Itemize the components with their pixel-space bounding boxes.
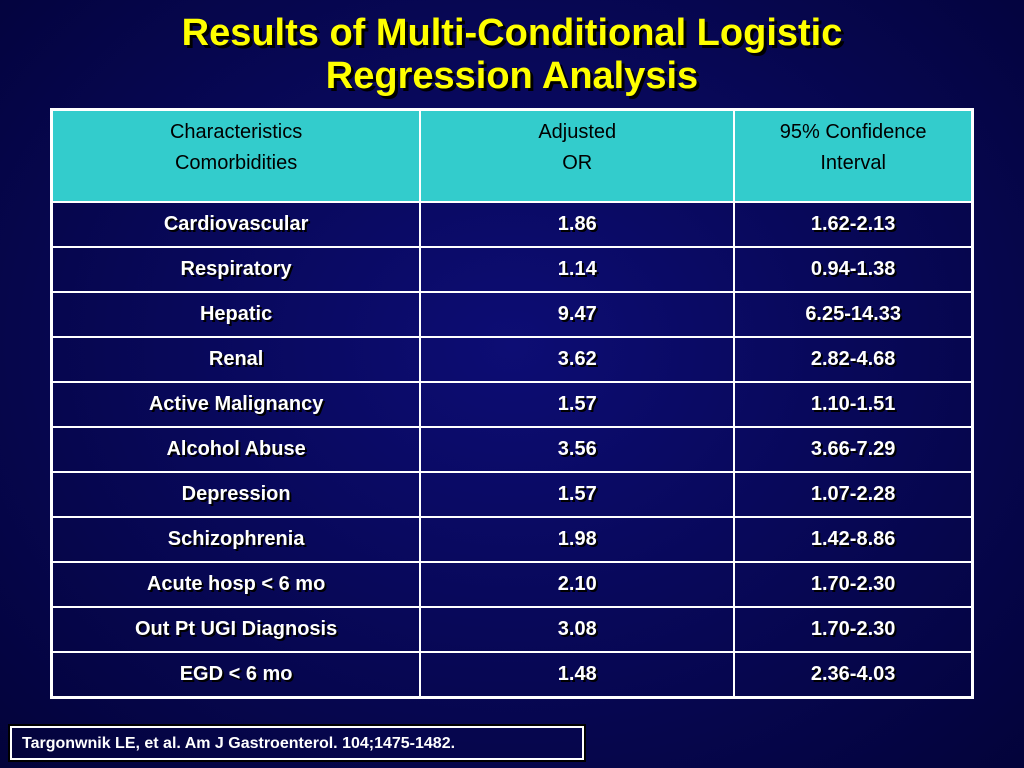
header-confidence-interval-line-1: 95% Confidence [779,121,927,143]
table-body: Cardiovascular 1.86 1.62-2.13 Respirator… [50,201,974,699]
cell-adjusted-or: 1.14 [419,246,736,293]
table-row: Depression 1.57 1.07-2.28 [50,471,974,518]
cell-confidence-interval: 2.36-4.03 [733,651,974,699]
cell-adjusted-or: 1.98 [419,516,736,563]
cell-characteristic: Alcohol Abuse [50,426,422,473]
cell-characteristic: Hepatic [50,291,422,338]
cell-confidence-interval: 1.10-1.51 [733,381,974,428]
cell-adjusted-or: 3.62 [419,336,736,383]
cell-adjusted-or: 2.10 [419,561,736,608]
cell-adjusted-or: 1.57 [419,471,736,518]
cell-confidence-interval: 1.70-2.30 [733,606,974,653]
header-characteristics-line-2: Comorbidities [174,152,298,174]
header-adjusted-or-line-2: OR [562,152,593,174]
table-header: Characteristics Comorbidities Adjusted O… [50,108,974,203]
table-row: Renal 3.62 2.82-4.68 [50,336,974,383]
cell-adjusted-or: 9.47 [419,291,736,338]
slide-title-line-1: Results of Multi-Conditional Logistic [181,12,843,54]
slide-title: Results of Multi-Conditional Logistic Re… [0,12,1024,98]
table-row: Acute hosp < 6 mo 2.10 1.70-2.30 [50,561,974,608]
cell-characteristic: Renal [50,336,422,383]
slide-title-line-2: Regression Analysis [325,55,699,97]
table-row: Out Pt UGI Diagnosis 3.08 1.70-2.30 [50,606,974,653]
cell-characteristic: Out Pt UGI Diagnosis [50,606,422,653]
cell-adjusted-or: 1.86 [419,201,736,248]
cell-adjusted-or: 3.08 [419,606,736,653]
citation-box: Targonwnik LE, et al. Am J Gastroenterol… [8,724,586,762]
header-adjusted-or: Adjusted OR [419,108,736,203]
table-row: Respiratory 1.14 0.94-1.38 [50,246,974,293]
header-row: Characteristics Comorbidities Adjusted O… [50,108,974,203]
table-row: Active Malignancy 1.57 1.10-1.51 [50,381,974,428]
table-row: Alcohol Abuse 3.56 3.66-7.29 [50,426,974,473]
cell-characteristic: Respiratory [50,246,422,293]
cell-confidence-interval: 2.82-4.68 [733,336,974,383]
header-confidence-interval: 95% Confidence Interval [733,108,974,203]
header-characteristics: Characteristics Comorbidities [50,108,422,203]
cell-confidence-interval: 0.94-1.38 [733,246,974,293]
header-confidence-interval-line-2: Interval [820,152,886,174]
citation-text: Targonwnik LE, et al. Am J Gastroenterol… [22,735,456,752]
table-row: Cardiovascular 1.86 1.62-2.13 [50,201,974,248]
cell-confidence-interval: 3.66-7.29 [733,426,974,473]
header-characteristics-line-1: Characteristics [169,121,303,143]
cell-characteristic: Schizophrenia [50,516,422,563]
cell-confidence-interval: 1.70-2.30 [733,561,974,608]
table-row: EGD < 6 mo 1.48 2.36-4.03 [50,651,974,699]
cell-characteristic: Cardiovascular [50,201,422,248]
cell-characteristic: Depression [50,471,422,518]
cell-adjusted-or: 3.56 [419,426,736,473]
header-adjusted-or-line-1: Adjusted [538,121,617,143]
cell-confidence-interval: 1.07-2.28 [733,471,974,518]
results-table: Characteristics Comorbidities Adjusted O… [50,108,974,699]
cell-characteristic: Active Malignancy [50,381,422,428]
cell-adjusted-or: 1.48 [419,651,736,699]
cell-confidence-interval: 6.25-14.33 [733,291,974,338]
cell-adjusted-or: 1.57 [419,381,736,428]
cell-confidence-interval: 1.42-8.86 [733,516,974,563]
cell-characteristic: Acute hosp < 6 mo [50,561,422,608]
table-row: Schizophrenia 1.98 1.42-8.86 [50,516,974,563]
cell-characteristic: EGD < 6 mo [50,651,422,699]
cell-confidence-interval: 1.62-2.13 [733,201,974,248]
table-row: Hepatic 9.47 6.25-14.33 [50,291,974,338]
